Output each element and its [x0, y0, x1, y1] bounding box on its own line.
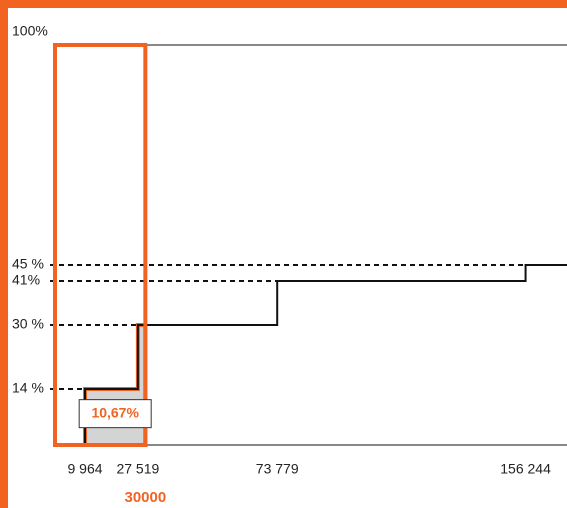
x-tick-label: 156 244 [500, 461, 551, 477]
average-rate-label: 10,67% [91, 404, 139, 420]
y-tick-label: 45 % [12, 256, 44, 272]
x-tick-label: 27 519 [116, 461, 159, 477]
x-tick-label: 73 779 [256, 461, 299, 477]
y-tick-label: 100% [12, 23, 48, 39]
y-tick-label: 14 % [12, 380, 44, 396]
x-tick-label: 9 964 [67, 461, 102, 477]
left-border [0, 0, 8, 508]
y-tick-label: 30 % [12, 316, 44, 332]
income-frame [53, 43, 148, 447]
average-rate-box [78, 399, 152, 429]
income-label: 30000 [124, 489, 166, 506]
y-tick-label: 41% [12, 272, 40, 288]
top-border [0, 0, 567, 8]
